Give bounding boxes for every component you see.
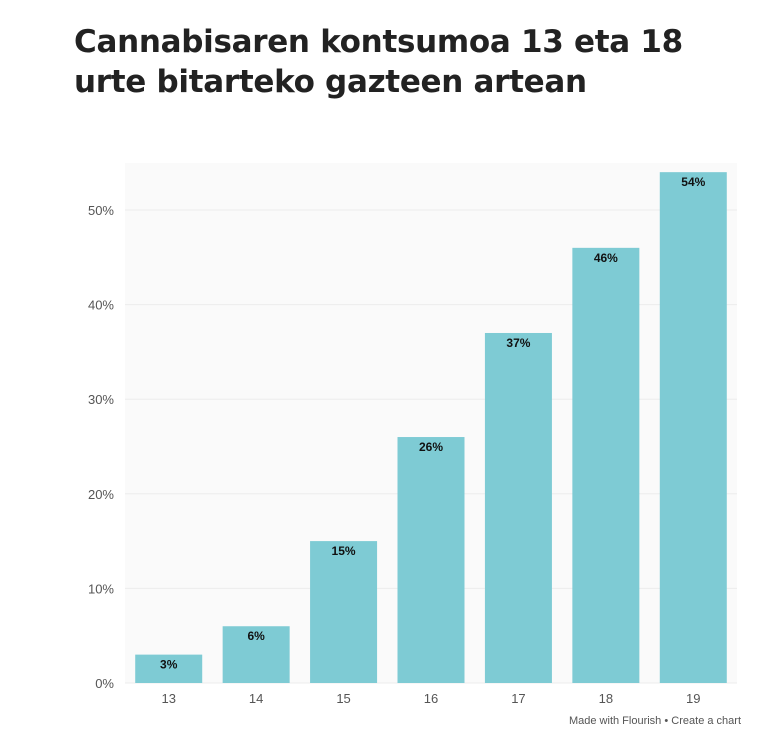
data-label: 54%: [681, 175, 705, 189]
x-tick-label: 16: [424, 691, 438, 706]
data-label: 15%: [332, 544, 356, 558]
data-label: 37%: [506, 336, 530, 350]
x-tick-label: 19: [686, 691, 700, 706]
create-chart-link[interactable]: Create a chart: [671, 715, 741, 727]
bar-16[interactable]: [397, 437, 465, 683]
data-label: 6%: [247, 629, 265, 643]
y-axis: 0% 10% 20% 30% 40% 50%: [88, 203, 114, 691]
chart-title: Cannabisaren kontsumoa 13 eta 18 urte bi…: [74, 24, 683, 100]
bar-13[interactable]: [135, 654, 203, 683]
x-axis: 13 14 15 16 17 18 19: [161, 691, 700, 706]
bar-14[interactable]: [222, 626, 290, 683]
bar-18[interactable]: [572, 247, 640, 683]
bar-15[interactable]: [310, 541, 378, 683]
y-tick-label: 10%: [88, 581, 114, 596]
data-label: 46%: [594, 251, 618, 265]
x-tick-label: 14: [249, 691, 263, 706]
y-tick-label: 0%: [95, 676, 114, 691]
bars: 3% 6% 15% 26% 37% 46% 54%: [135, 172, 727, 683]
data-label: 26%: [419, 440, 443, 454]
x-tick-label: 13: [161, 691, 175, 706]
y-tick-label: 30%: [88, 392, 114, 407]
footer-separator: •: [664, 715, 669, 727]
x-tick-label: 18: [599, 691, 613, 706]
footer: Made with Flourish • Create a chart: [569, 715, 741, 727]
x-tick-label: 15: [336, 691, 350, 706]
bar-17[interactable]: [484, 332, 552, 683]
bar-19[interactable]: [659, 172, 727, 683]
y-tick-label: 50%: [88, 203, 114, 218]
y-tick-label: 40%: [88, 298, 114, 313]
x-tick-label: 17: [511, 691, 525, 706]
y-tick-label: 20%: [88, 487, 114, 502]
data-label: 3%: [160, 658, 178, 672]
flourish-link[interactable]: Made with Flourish: [568, 715, 662, 727]
